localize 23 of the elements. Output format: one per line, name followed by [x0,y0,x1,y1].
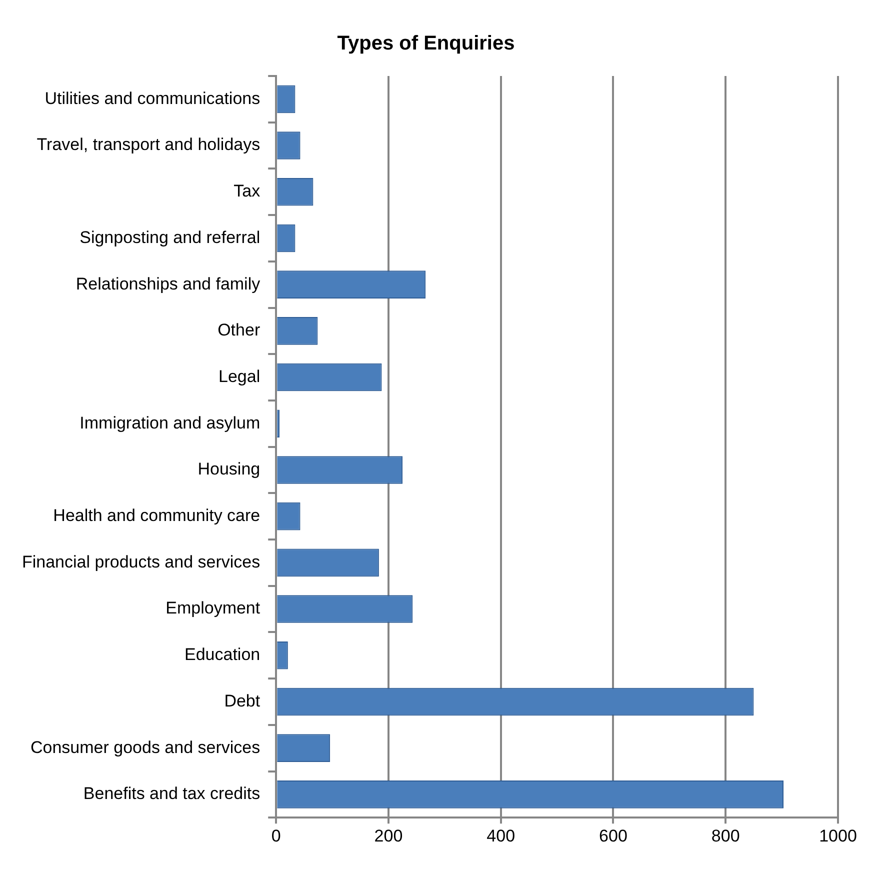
y-tick-label: Education [184,645,260,664]
y-tick-label: Travel, transport and holidays [36,135,260,154]
x-tick-label: 600 [599,826,628,846]
y-tick-label: Benefits and tax credits [83,784,260,804]
y-tick-label: Signposting and referral [80,228,260,247]
y-tick-label: Utilities and communications [44,88,260,108]
x-tick-label: 0 [271,826,281,846]
y-tick-label: Health and community care [53,506,260,526]
y-tick-label: Immigration and asylum [80,413,260,432]
y-tick-label: Financial products and services [22,552,260,572]
y-tick-label: Employment [166,598,260,618]
chart-title: Types of Enquiries [337,32,515,55]
x-tick-label: 1000 [819,826,857,846]
y-tick-label: Consumer goods and services [30,738,260,757]
y-tick-label: Relationships and family [76,274,261,294]
x-tick-label: 200 [374,826,403,846]
y-tick-label: Other [218,320,260,340]
y-tick-label: Debt [224,691,260,710]
y-tick-label: Tax [234,182,261,201]
x-tick-label: 400 [486,826,516,846]
x-tick-label: 800 [711,826,740,846]
y-tick-label: Legal [218,366,260,386]
y-tick-label: Housing [198,460,260,479]
